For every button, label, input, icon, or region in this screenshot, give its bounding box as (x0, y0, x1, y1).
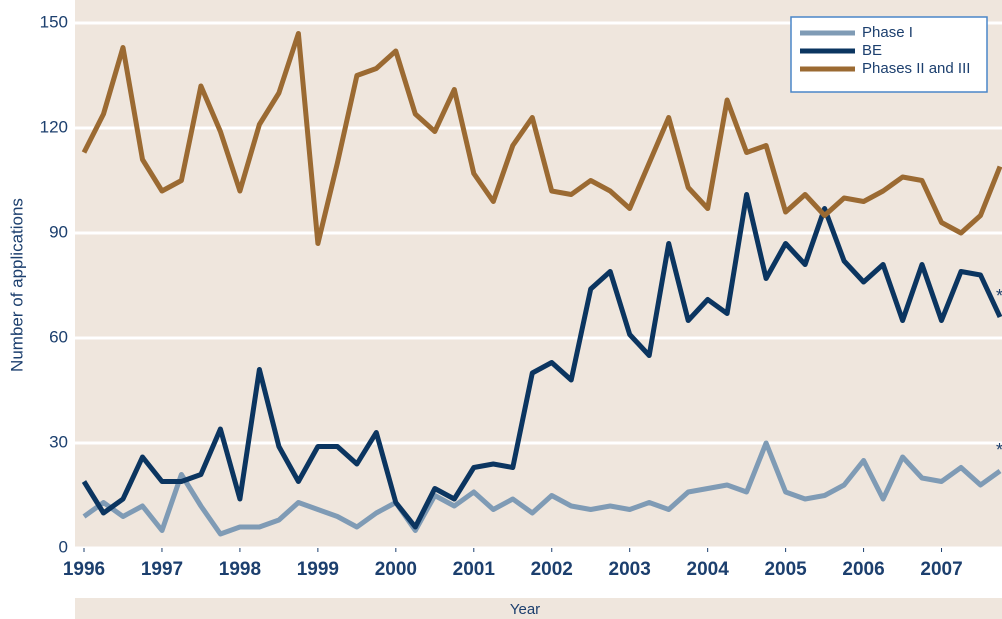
x-tick-label: 2007 (920, 559, 962, 580)
x-tick-label: 2002 (531, 559, 573, 580)
y-tick-label: 0 (59, 537, 68, 556)
y-tick-label: 90 (49, 222, 68, 241)
legend-label: Phases II and III (862, 60, 970, 77)
x-tick-label: 1998 (219, 559, 261, 580)
x-tick-label: 2000 (375, 559, 417, 580)
line-series (82, 440, 1002, 537)
legend-box (790, 16, 988, 93)
y-axis-label: Number of applications (7, 198, 26, 372)
x-tick-label: 1997 (141, 559, 183, 580)
x-tick-label: 2005 (764, 559, 807, 580)
y-tick-label: 30 (49, 432, 68, 451)
x-tick-label: 1996 (63, 559, 105, 580)
x-label-band (75, 598, 1002, 619)
annotation: * (996, 286, 1002, 306)
annotation: * (996, 440, 1002, 460)
x-tick-label: 2003 (609, 559, 651, 580)
x-tick-label: 2001 (453, 559, 496, 580)
x-axis-label: Year (510, 601, 540, 618)
y-tick-label: 150 (40, 12, 68, 31)
y-tick-label: 120 (40, 117, 68, 136)
legend-label: Phase I (862, 24, 913, 41)
line-series (81, 192, 1002, 530)
x-tick-label: 2006 (842, 559, 884, 580)
y-tick-label: 60 (49, 327, 68, 346)
line-series (81, 31, 1002, 246)
legend-label: BE (862, 42, 882, 59)
x-tick-label: 2004 (687, 559, 730, 580)
x-tick-label: 1999 (297, 559, 339, 580)
